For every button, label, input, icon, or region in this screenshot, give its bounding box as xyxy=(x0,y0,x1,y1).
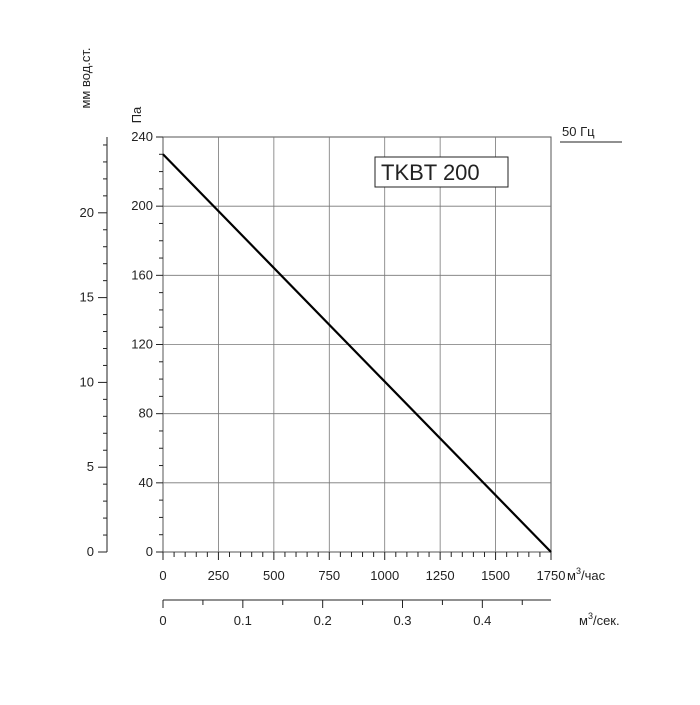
x2-unit-base: м xyxy=(579,613,588,628)
y-tick-label: 200 xyxy=(131,198,153,213)
x-tick-label: 500 xyxy=(263,568,285,583)
frequency-label-group: 50 Гц xyxy=(560,124,622,143)
x2-tick-label: 0 xyxy=(159,613,166,628)
x-tick-label: 0 xyxy=(159,568,166,583)
x-tick-label: 1500 xyxy=(481,568,510,583)
x-unit-suffix: /час xyxy=(581,568,606,583)
x2-unit-suffix: /сек. xyxy=(593,613,620,628)
x2-tick-label: 0.3 xyxy=(393,613,411,628)
grid xyxy=(162,136,552,553)
x-unit-superscript: 3 xyxy=(576,566,581,576)
y-tick-label: 160 xyxy=(131,267,153,282)
x-tick-label: 250 xyxy=(208,568,230,583)
y2-tick-label: 20 xyxy=(80,205,94,220)
x-unit-base: м xyxy=(567,568,576,583)
series-layer xyxy=(162,153,552,553)
model-label: TKBT 200 xyxy=(381,160,480,185)
x2-tick-label: 0.1 xyxy=(234,613,252,628)
y2-tick-label: 10 xyxy=(80,374,94,389)
y2-tick-label: 5 xyxy=(87,459,94,474)
y2-tick-label: 15 xyxy=(80,290,94,305)
model-label-frame xyxy=(374,156,509,188)
x2-tick-label: 0.4 xyxy=(473,613,491,628)
y-tick-label: 80 xyxy=(139,406,153,421)
secondary-y-axis-label: мм вод.ст. xyxy=(78,47,93,108)
x-tick-label: 1000 xyxy=(370,568,399,583)
x-axis-unit-label: м3/час xyxy=(567,566,606,583)
x-tick-label: 1750 xyxy=(537,568,566,583)
y-tick-label: 240 xyxy=(131,129,153,144)
y-tick-label: 0 xyxy=(146,544,153,559)
frequency-label: 50 Гц xyxy=(562,124,595,139)
x-tick-label: 1250 xyxy=(426,568,455,583)
performance-curve xyxy=(162,153,552,553)
y2-tick-label: 0 xyxy=(87,544,94,559)
x2-unit-superscript: 3 xyxy=(588,611,593,621)
y-tick-label: 120 xyxy=(131,337,153,352)
y-tick-label: 40 xyxy=(139,475,153,490)
y-axis-label: Па xyxy=(129,106,144,123)
x-tick-label: 750 xyxy=(318,568,340,583)
x2-tick-label: 0.2 xyxy=(314,613,332,628)
secondary-x-axis-unit-label: м3/сек. xyxy=(579,611,620,628)
model-label-box: TKBT 200 xyxy=(374,156,509,188)
